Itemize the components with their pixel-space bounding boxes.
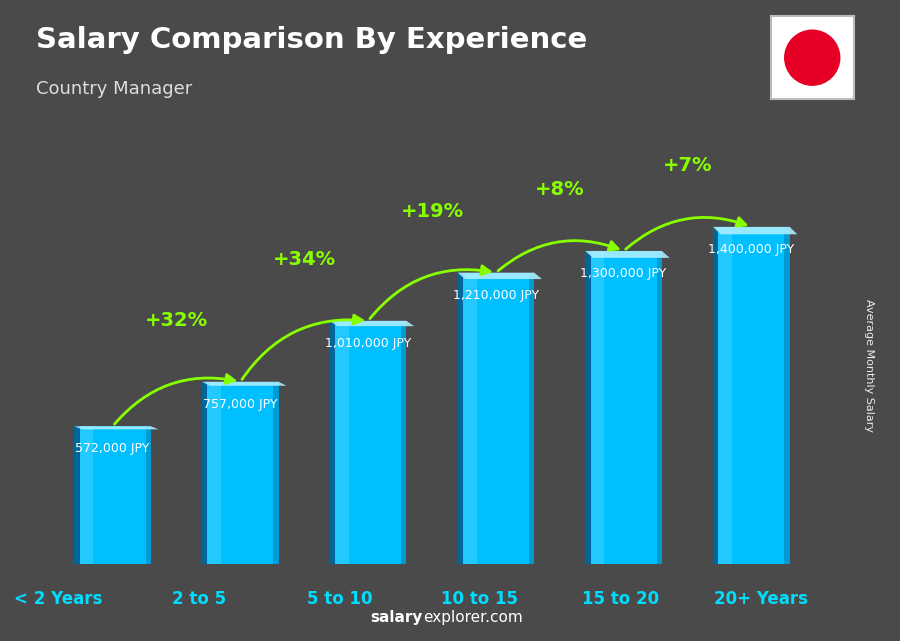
Text: explorer.com: explorer.com [423, 610, 523, 625]
Text: +19%: +19% [400, 202, 464, 221]
Text: +34%: +34% [273, 250, 336, 269]
Polygon shape [80, 426, 94, 564]
Text: +7%: +7% [662, 156, 712, 175]
Text: salary: salary [371, 610, 423, 625]
Circle shape [785, 30, 840, 85]
Polygon shape [585, 251, 670, 258]
Polygon shape [718, 227, 733, 564]
Polygon shape [457, 272, 463, 564]
Polygon shape [457, 272, 542, 279]
Polygon shape [329, 320, 407, 564]
Polygon shape [529, 272, 535, 564]
Text: 757,000 JPY: 757,000 JPY [203, 397, 277, 411]
Polygon shape [713, 227, 718, 564]
Polygon shape [335, 320, 349, 564]
Text: 1,300,000 JPY: 1,300,000 JPY [580, 267, 667, 280]
Polygon shape [329, 320, 414, 326]
Text: 20+ Years: 20+ Years [714, 590, 807, 608]
Polygon shape [202, 382, 207, 564]
Polygon shape [75, 426, 158, 429]
Text: 1,400,000 JPY: 1,400,000 JPY [708, 243, 795, 256]
Text: 5 to 10: 5 to 10 [307, 590, 372, 608]
Text: 15 to 20: 15 to 20 [581, 590, 659, 608]
Text: Average Monthly Salary: Average Monthly Salary [863, 299, 874, 432]
Text: Country Manager: Country Manager [36, 80, 193, 98]
Polygon shape [585, 251, 590, 564]
Text: Salary Comparison By Experience: Salary Comparison By Experience [36, 26, 587, 54]
Polygon shape [784, 227, 789, 564]
Text: 1,210,000 JPY: 1,210,000 JPY [453, 288, 539, 301]
Polygon shape [713, 227, 797, 235]
Text: +32%: +32% [145, 311, 208, 330]
Polygon shape [146, 426, 151, 564]
Text: 10 to 15: 10 to 15 [441, 590, 518, 608]
Polygon shape [401, 320, 407, 564]
Polygon shape [75, 426, 151, 564]
Polygon shape [75, 426, 80, 564]
Polygon shape [463, 272, 477, 564]
Polygon shape [457, 272, 535, 564]
Polygon shape [657, 251, 662, 564]
Text: 2 to 5: 2 to 5 [172, 590, 226, 608]
Text: +8%: +8% [535, 180, 585, 199]
Polygon shape [207, 382, 221, 564]
Text: 572,000 JPY: 572,000 JPY [76, 442, 149, 455]
Polygon shape [585, 251, 662, 564]
Polygon shape [202, 382, 279, 564]
Text: < 2 Years: < 2 Years [14, 590, 103, 608]
Polygon shape [713, 227, 789, 564]
Polygon shape [202, 382, 286, 386]
Polygon shape [274, 382, 279, 564]
Polygon shape [329, 320, 335, 564]
Polygon shape [590, 251, 605, 564]
Text: 1,010,000 JPY: 1,010,000 JPY [325, 337, 411, 350]
